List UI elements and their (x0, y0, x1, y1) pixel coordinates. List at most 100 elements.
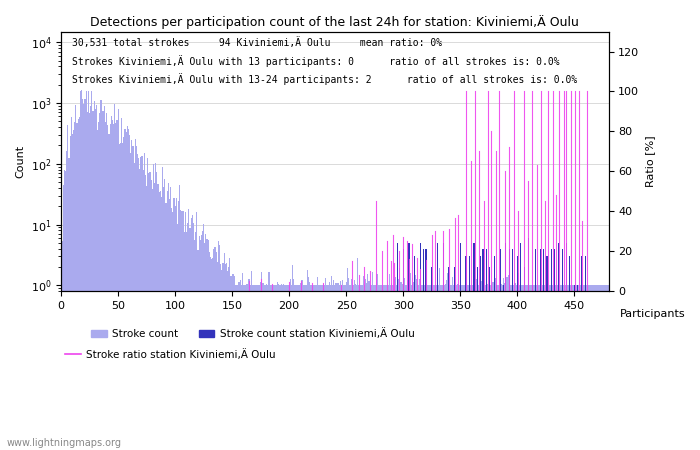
Bar (318, 285, 319, 450)
Bar (462, 285, 463, 450)
Bar (236, 285, 237, 450)
Bar (262, 283, 263, 450)
Bar (497, 285, 498, 450)
Bar (295, 285, 297, 450)
Bar (346, 268, 348, 450)
Bar (408, 285, 409, 450)
Bar (177, 224, 178, 450)
Bar (460, 243, 461, 450)
Bar (351, 279, 353, 450)
Bar (512, 285, 513, 450)
Text: 30,531 total strokes     94 Kiviniemi,Ä Oulu     mean ratio: 0%: 30,531 total strokes 94 Kiviniemi,Ä Oulu… (72, 37, 442, 48)
Bar (388, 285, 389, 450)
Legend: Stroke ratio station Kiviniemi,Ä Oulu: Stroke ratio station Kiviniemi,Ä Oulu (61, 345, 280, 364)
Bar (592, 285, 593, 450)
Bar (92, 112, 94, 450)
Bar (585, 285, 587, 450)
Bar (372, 272, 373, 450)
Bar (444, 285, 445, 450)
Bar (469, 256, 470, 450)
Bar (598, 285, 600, 450)
Bar (98, 122, 99, 450)
Bar (304, 285, 306, 450)
Bar (381, 285, 382, 450)
Bar (71, 117, 72, 450)
Bar (558, 243, 559, 450)
Bar (65, 171, 66, 450)
Bar (494, 256, 495, 450)
Bar (524, 267, 525, 450)
Bar (146, 186, 147, 450)
Bar (324, 285, 325, 450)
Bar (195, 232, 196, 450)
Bar (594, 285, 596, 450)
Bar (235, 285, 236, 450)
Bar (82, 99, 83, 450)
Bar (473, 279, 475, 450)
Bar (152, 189, 153, 450)
Bar (565, 285, 566, 450)
Bar (168, 183, 169, 450)
Bar (102, 112, 103, 450)
Bar (487, 284, 488, 450)
Bar (571, 285, 573, 450)
Bar (357, 258, 358, 450)
Bar (72, 134, 73, 450)
Bar (306, 285, 307, 450)
Bar (237, 285, 239, 450)
Bar (322, 285, 323, 450)
Bar (80, 91, 81, 450)
Bar (468, 285, 469, 450)
Bar (552, 285, 553, 450)
Bar (121, 118, 122, 450)
Bar (502, 285, 503, 450)
Bar (377, 285, 379, 450)
Bar (103, 111, 104, 450)
Bar (87, 112, 88, 450)
Bar (348, 278, 349, 450)
Bar (210, 257, 211, 450)
Bar (123, 137, 125, 450)
Bar (281, 284, 282, 450)
Bar (477, 267, 478, 450)
Bar (257, 285, 258, 450)
Bar (315, 285, 316, 450)
Bar (397, 243, 398, 450)
Bar (566, 243, 567, 450)
Bar (176, 198, 177, 450)
Bar (106, 113, 107, 450)
Bar (562, 285, 564, 450)
Bar (600, 285, 601, 450)
Bar (380, 285, 381, 450)
Bar (456, 285, 457, 450)
Bar (537, 285, 538, 450)
Bar (543, 249, 544, 450)
Bar (81, 90, 82, 450)
Bar (310, 285, 312, 450)
Bar (568, 285, 569, 450)
Bar (478, 285, 479, 450)
Bar (414, 285, 415, 450)
Bar (596, 285, 598, 450)
Bar (421, 285, 422, 450)
Bar (312, 285, 313, 450)
Bar (325, 279, 326, 450)
Bar (504, 283, 505, 450)
Bar (178, 201, 179, 450)
Bar (517, 283, 518, 450)
Bar (217, 261, 218, 450)
Bar (89, 113, 90, 450)
Bar (244, 285, 245, 450)
Bar (426, 285, 428, 450)
Bar (159, 193, 160, 450)
Bar (395, 285, 397, 450)
Bar (397, 285, 398, 450)
Bar (431, 280, 433, 450)
Bar (256, 285, 257, 450)
Bar (359, 285, 360, 450)
Bar (542, 285, 543, 450)
Bar (302, 280, 303, 450)
Bar (484, 285, 485, 450)
Bar (440, 285, 442, 450)
Bar (181, 211, 183, 450)
